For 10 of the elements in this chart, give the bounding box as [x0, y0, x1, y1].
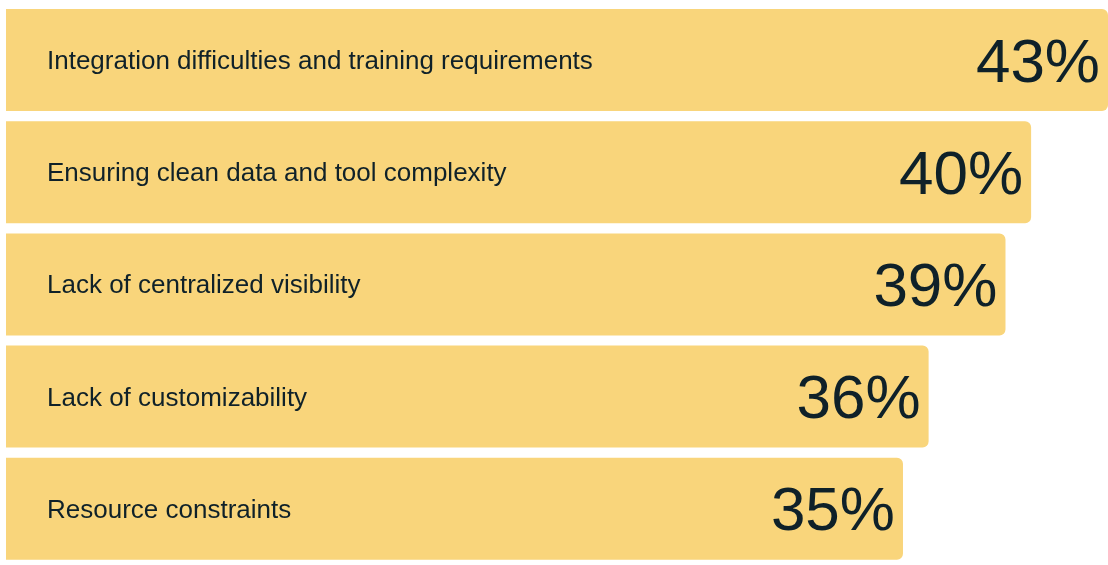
data-label: 43% — [975, 25, 1100, 95]
y-tick-label: Lack of customizability — [47, 381, 308, 412]
y-tick-label: Resource constraints — [47, 493, 292, 524]
y-tick-label: Integration difficulties and training requirements — [47, 45, 593, 75]
y-tick-label: Lack of centralized visibility — [47, 269, 361, 300]
y-tick-label: Ensuring clean data and tool complexity — [47, 157, 507, 188]
data-label: 35% — [770, 474, 895, 544]
data-label: 39% — [873, 249, 998, 319]
data-label: 36% — [796, 362, 921, 432]
data-label: 40% — [899, 137, 1024, 207]
